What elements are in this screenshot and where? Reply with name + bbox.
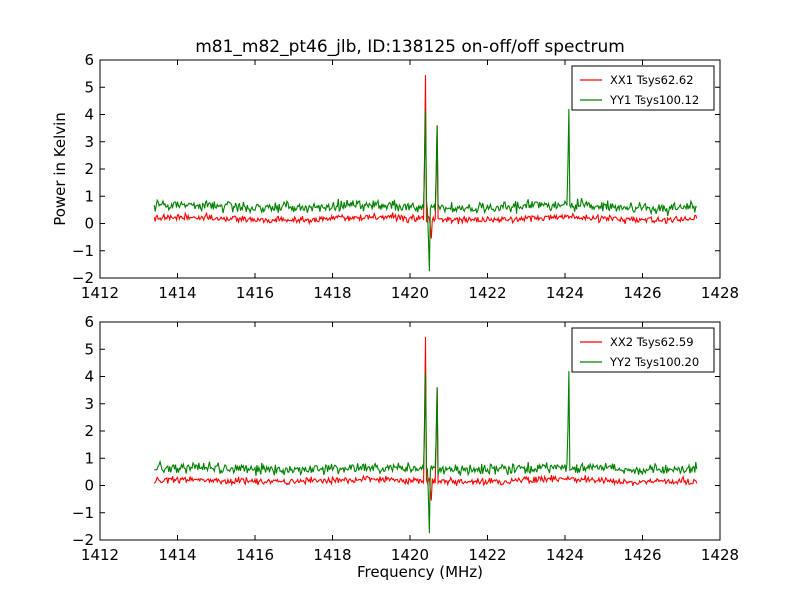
- y-tick-label: 0: [84, 477, 94, 495]
- y-tick-label: 2: [84, 160, 94, 178]
- series-line-yy: [154, 371, 698, 534]
- x-tick-label: 1422: [468, 546, 506, 564]
- y-tick-label: 1: [84, 449, 94, 467]
- legend-box: [571, 327, 715, 373]
- y-tick-label: 5: [84, 78, 94, 96]
- legend-label: XX2 Tsys62.59: [610, 335, 694, 349]
- y-tick-label: 1: [84, 187, 94, 205]
- series-line-xx: [153, 336, 698, 501]
- x-tick-label: 1420: [391, 284, 429, 302]
- y-tick-label: −1: [72, 504, 94, 522]
- x-tick-label: 1424: [546, 546, 584, 564]
- y-tick-label: 5: [84, 340, 94, 358]
- x-tick-label: 1412: [81, 546, 119, 564]
- x-tick-label: 1418: [313, 546, 351, 564]
- legend: XX1 Tsys62.62 YY1 Tsys100.12: [571, 65, 715, 111]
- series-line-xx: [153, 74, 698, 239]
- chart-panel-2: 1412 1414 1416 1418 1420 1422 1424 1426 1428−2−1…: [72, 313, 739, 581]
- x-tick-label: 1426: [623, 546, 661, 564]
- y-tick-label: 3: [84, 395, 94, 413]
- y-tick-label: 6: [84, 313, 94, 331]
- y-axis-label: Power in Kelvin: [51, 112, 69, 226]
- x-tick-label: 1418: [313, 284, 351, 302]
- x-axis-label: Frequency (MHz): [357, 563, 483, 581]
- y-tick-label: −2: [72, 531, 94, 549]
- x-tick-label: 1412: [81, 284, 119, 302]
- y-tick-label: −2: [72, 269, 94, 287]
- y-tick-label: 4: [84, 368, 94, 386]
- x-tick-label: 1420: [391, 546, 429, 564]
- figure-title: m81_m82_pt46_jlb, ID:138125 on-off/off s…: [195, 37, 625, 57]
- y-tick-label: 3: [84, 133, 94, 151]
- legend-label: XX1 Tsys62.62: [610, 73, 694, 87]
- y-tick-label: 4: [84, 106, 94, 124]
- legend-label: YY1 Tsys100.12: [609, 93, 699, 107]
- x-tick-label: 1426: [623, 284, 661, 302]
- x-tick-label: 1414: [158, 284, 196, 302]
- x-tick-label: 1428: [701, 284, 739, 302]
- y-tick-label: 2: [84, 422, 94, 440]
- x-tick-label: 1424: [546, 284, 584, 302]
- x-tick-label: 1422: [468, 284, 506, 302]
- x-tick-label: 1428: [701, 546, 739, 564]
- x-tick-label: 1416: [236, 284, 274, 302]
- y-tick-label: 0: [84, 215, 94, 233]
- chart-panel-1: 1412 1414 1416 1418 1420 1422 1424 1426 1428−2−1…: [51, 51, 739, 302]
- legend-box: [571, 65, 715, 111]
- x-tick-label: 1416: [236, 546, 274, 564]
- x-tick-label: 1414: [158, 546, 196, 564]
- series-line-yy: [153, 109, 697, 272]
- legend-label: YY2 Tsys100.20: [609, 355, 699, 369]
- y-tick-label: 6: [84, 51, 94, 69]
- legend: XX2 Tsys62.59 YY2 Tsys100.20: [571, 327, 715, 373]
- y-tick-label: −1: [72, 242, 94, 260]
